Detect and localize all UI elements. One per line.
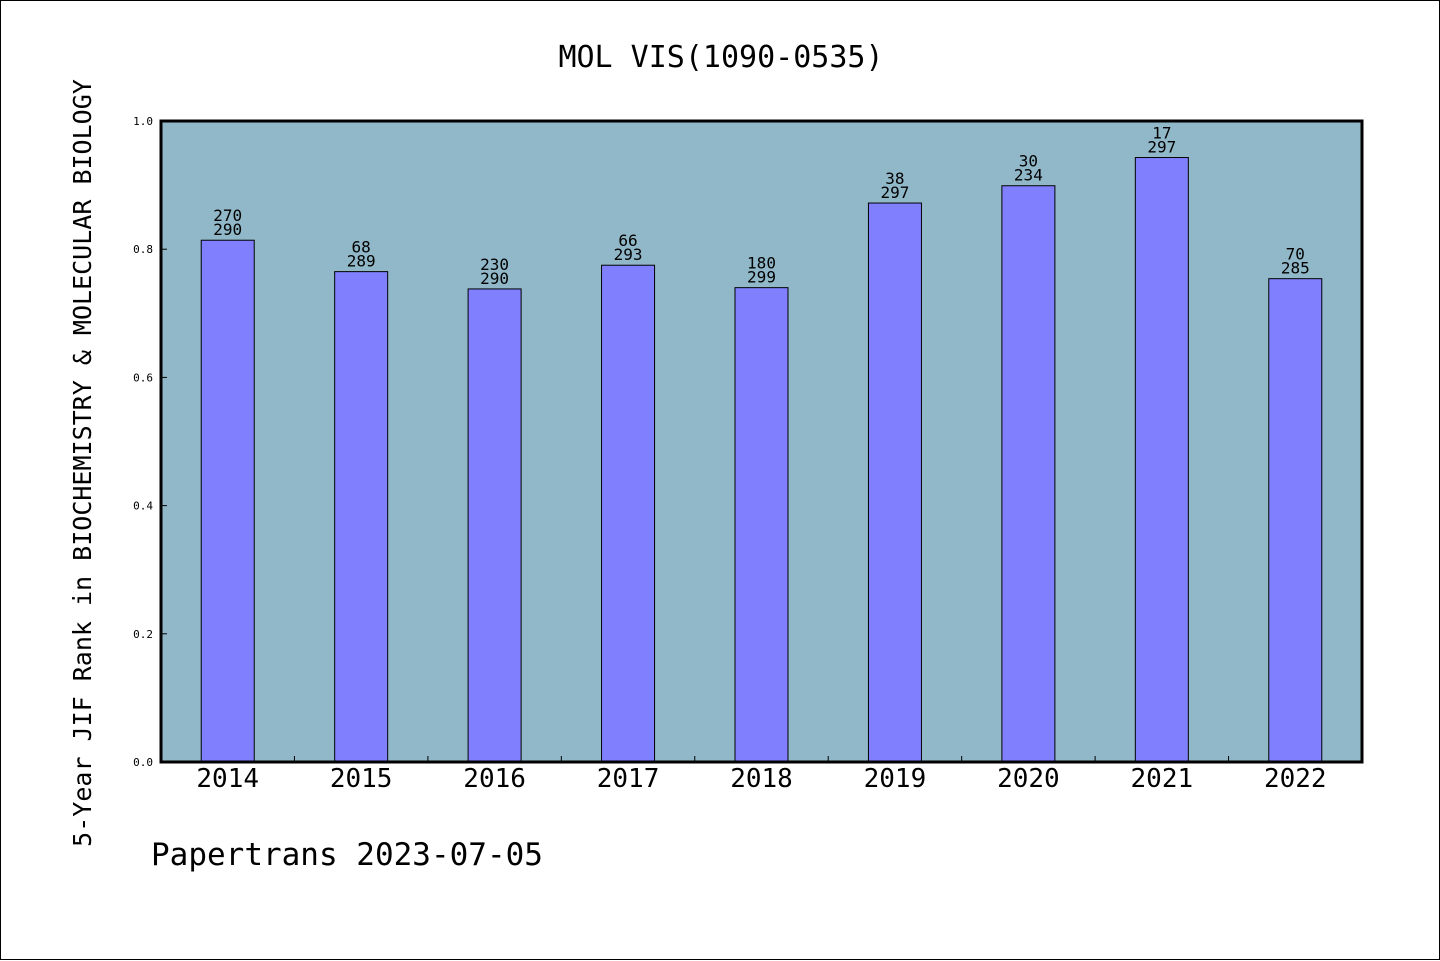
bar-label-rank: 180 bbox=[747, 254, 776, 273]
bar-label-total: 299 bbox=[747, 268, 776, 287]
x-tick-label: 2021 bbox=[1131, 764, 1194, 794]
bar-2019 bbox=[867, 202, 922, 763]
x-tick-label: 2022 bbox=[1264, 764, 1327, 794]
bar-label-total: 289 bbox=[347, 252, 376, 271]
y-axis: 0.0 0.2 0.4 0.6 0.8 1.0 bbox=[133, 115, 167, 769]
x-tick-label: 2014 bbox=[196, 764, 259, 794]
y-tick-label: 0.2 bbox=[133, 628, 153, 641]
bar-label-rank: 66 bbox=[618, 231, 637, 250]
bar-label-rank: 30 bbox=[1019, 152, 1038, 171]
bar-label-rank: 230 bbox=[480, 255, 509, 274]
bar-2014 bbox=[200, 239, 255, 763]
y-tick-label: 1.0 bbox=[133, 115, 153, 128]
footer-credit: Papertrans 2023-07-05 bbox=[151, 837, 543, 873]
x-tick-label: 2016 bbox=[463, 764, 526, 794]
bar-label-total: 297 bbox=[1147, 138, 1176, 157]
bar-2015 bbox=[334, 271, 389, 763]
x-axis: 2014 2015 2016 2017 2018 2019 2020 2021 2022 bbox=[196, 756, 1327, 794]
x-tick-label: 2015 bbox=[330, 764, 393, 794]
y-axis-label: 5-Year JIF Rank in BIOCHEMISTRY & MOLECU… bbox=[68, 79, 97, 847]
y-tick-label: 0.8 bbox=[133, 243, 153, 256]
bar-2017 bbox=[601, 264, 656, 763]
bar-label-rank: 270 bbox=[213, 206, 242, 225]
bar-2016 bbox=[467, 288, 522, 763]
plot-border bbox=[159, 119, 1364, 764]
y-tick-label: 0.0 bbox=[133, 756, 153, 769]
bar-label-total: 285 bbox=[1281, 259, 1310, 278]
bar-2021 bbox=[1134, 157, 1189, 763]
bar-label-rank: 70 bbox=[1286, 245, 1305, 264]
bar-2020 bbox=[1001, 185, 1056, 763]
bar-label-total: 297 bbox=[880, 183, 909, 202]
bar-label-total: 293 bbox=[614, 245, 643, 264]
bar-label-rank: 38 bbox=[885, 169, 904, 188]
y-tick-label: 0.4 bbox=[133, 500, 153, 513]
chart-title: MOL VIS(1090-0535) bbox=[558, 40, 883, 75]
bar-label-rank: 17 bbox=[1152, 124, 1171, 143]
bar-2022 bbox=[1268, 278, 1323, 763]
bars-group bbox=[200, 157, 1323, 763]
bar-label-total: 234 bbox=[1014, 166, 1043, 185]
x-tick-label: 2018 bbox=[730, 764, 793, 794]
bar-label-rank: 68 bbox=[352, 238, 371, 257]
bar-2018 bbox=[734, 287, 789, 763]
y-tick-label: 0.6 bbox=[133, 371, 153, 384]
bar-label-total: 290 bbox=[213, 220, 242, 239]
bar-label-total: 290 bbox=[480, 269, 509, 288]
x-tick-label: 2017 bbox=[597, 764, 660, 794]
x-tick-label: 2020 bbox=[997, 764, 1060, 794]
x-tick-label: 2019 bbox=[864, 764, 927, 794]
